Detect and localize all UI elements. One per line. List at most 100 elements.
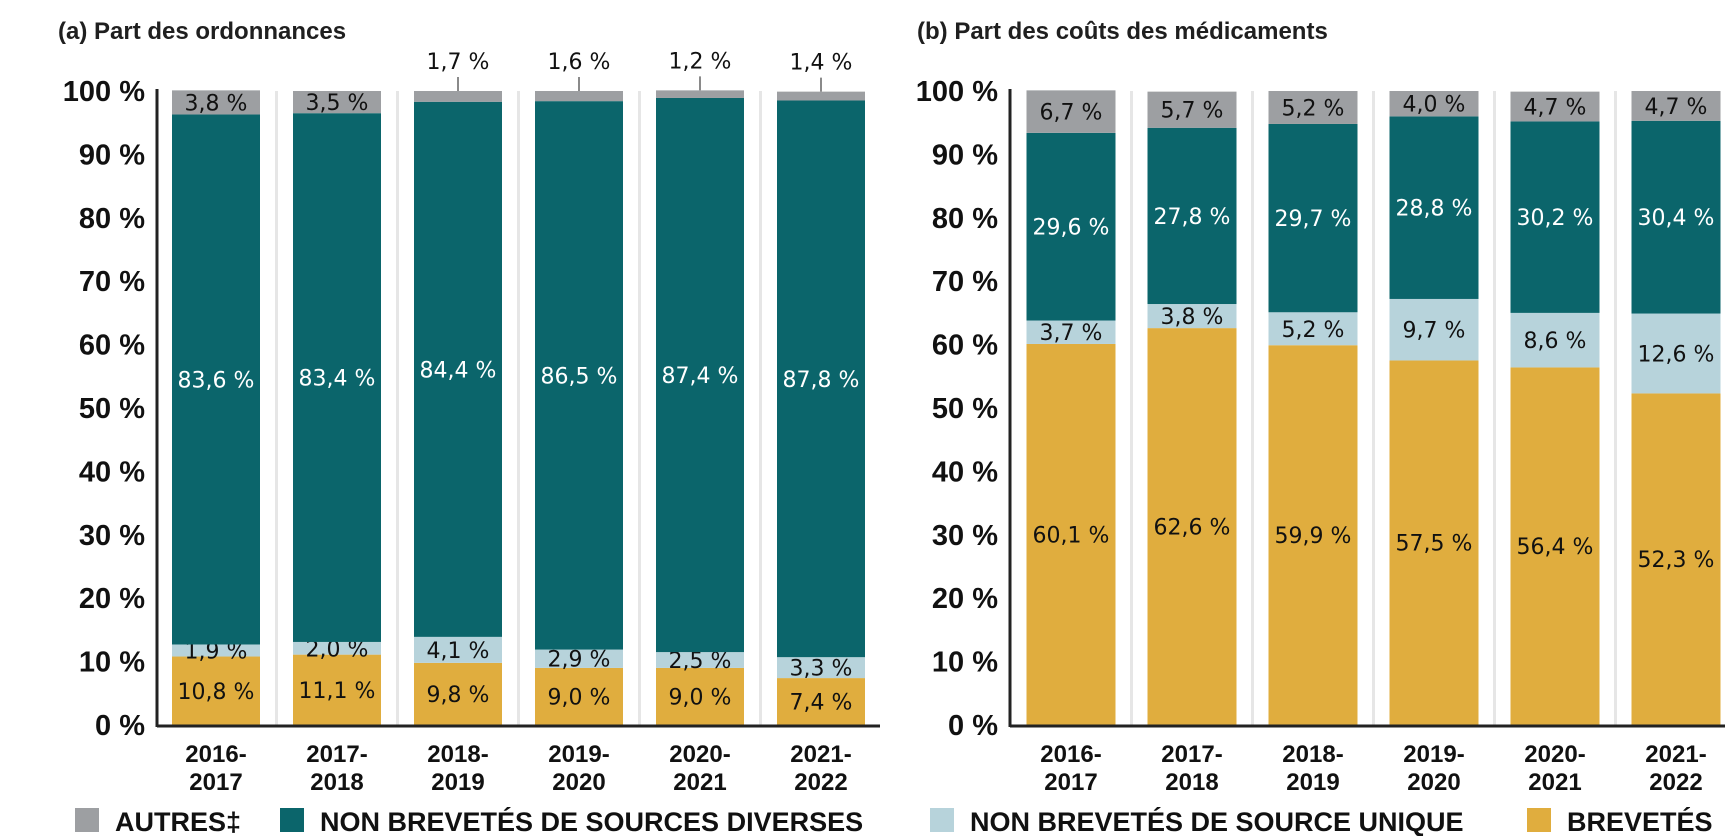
bar-diverses-1 [1147, 127, 1237, 305]
bar-unique-4 [1510, 312, 1600, 368]
bar-brevetes-5 [777, 678, 865, 725]
data-label: 4,0 % [1403, 93, 1466, 118]
legend-label-unique: NON BREVETÉS DE SOURCE UNIQUE [970, 806, 1464, 836]
bar-brevetes-3 [1389, 360, 1479, 725]
data-label: 9,0 % [669, 685, 732, 710]
bar-autres-3 [535, 91, 623, 102]
data-label: 8,6 % [1524, 329, 1587, 354]
x-tick-label: 2017- [306, 741, 367, 768]
bar-brevetes-3 [535, 667, 623, 725]
bar-autres-2 [1268, 91, 1358, 124]
bar-diverses-5 [1631, 120, 1721, 314]
y-tick-label: 90 % [932, 139, 998, 171]
x-tick-label: 2022 [794, 769, 847, 796]
bar-diverses-5 [777, 100, 865, 658]
data-label: 2,9 % [548, 648, 611, 673]
data-label: 5,7 % [1161, 99, 1224, 124]
bar-diverses-1 [293, 113, 381, 642]
x-tick-label: 2019 [1286, 769, 1339, 796]
bar-unique-3 [535, 649, 623, 668]
bar-diverses-4 [1510, 121, 1600, 313]
data-label: 1,4 % [790, 51, 853, 76]
data-label: 5,2 % [1282, 318, 1345, 343]
y-tick-label: 0 % [948, 710, 998, 742]
x-tick-label: 2021 [673, 769, 726, 796]
x-tick-label: 2020 [552, 769, 605, 796]
bar-diverses-4 [656, 97, 744, 653]
legend-label-autres: AUTRES‡ [115, 807, 241, 836]
bar-autres-5 [777, 91, 865, 101]
x-tick-label: 2021- [790, 741, 851, 768]
bar-unique-3 [1389, 298, 1479, 361]
data-label: 30,2 % [1517, 206, 1594, 231]
bar-brevetes-4 [1510, 367, 1600, 725]
data-label: 87,8 % [783, 368, 860, 393]
bar-brevetes-1 [1147, 328, 1237, 725]
x-tick-label: 2021 [1528, 769, 1581, 796]
bar-unique-0 [172, 644, 260, 657]
x-tick-label: 2019 [431, 769, 484, 796]
x-tick-label: 2018- [1282, 741, 1343, 768]
bar-unique-5 [1631, 313, 1721, 394]
y-tick-label: 100 % [916, 76, 998, 108]
data-label: 10,8 % [178, 680, 255, 705]
x-tick-label: 2022 [1649, 769, 1702, 796]
bar-diverses-2 [414, 101, 502, 637]
bar-unique-0 [1026, 320, 1116, 344]
x-tick-label: 2020- [669, 741, 730, 768]
data-label: 29,7 % [1275, 207, 1352, 232]
x-tick-label: 2016- [185, 741, 246, 768]
data-label: 57,5 % [1396, 532, 1473, 557]
bar-brevetes-2 [414, 662, 502, 725]
y-tick-label: 40 % [79, 456, 145, 488]
data-label: 7,4 % [790, 691, 853, 716]
chart-title-prescriptions: (a) Part des ordonnances [58, 18, 346, 45]
bar-brevetes-2 [1268, 345, 1358, 725]
data-label: 83,6 % [178, 368, 255, 393]
bar-brevetes-0 [1026, 343, 1116, 725]
legend-swatch-autres [75, 808, 99, 832]
data-label: 11,1 % [299, 679, 376, 704]
data-label: 52,3 % [1638, 548, 1715, 573]
bar-unique-5 [777, 657, 865, 679]
bar-brevetes-4 [656, 667, 744, 725]
data-label: 3,5 % [306, 91, 369, 116]
legend-swatch-diverses [280, 808, 304, 832]
data-label: 60,1 % [1033, 523, 1110, 548]
bar-autres-3 [1389, 91, 1479, 117]
data-label: 5,2 % [1282, 96, 1345, 121]
data-label: 3,3 % [790, 657, 853, 682]
bar-brevetes-5 [1631, 393, 1721, 725]
legend-label-diverses: NON BREVETÉS DE SOURCES DIVERSES [320, 806, 863, 836]
x-tick-label: 2018- [427, 741, 488, 768]
data-label: 27,8 % [1154, 205, 1231, 230]
bar-unique-1 [1147, 304, 1237, 329]
y-tick-label: 60 % [79, 330, 145, 362]
legend: AUTRES‡ NON BREVETÉS DE SOURCES DIVERSES N… [75, 806, 1713, 836]
bar-unique-4 [656, 652, 744, 668]
data-label: 9,7 % [1403, 319, 1466, 344]
y-tick-label: 100 % [63, 76, 145, 108]
bar-autres-0 [1026, 90, 1116, 133]
x-tick-label: 2017 [189, 769, 242, 796]
y-tick-label: 10 % [932, 647, 998, 679]
bar-brevetes-0 [172, 656, 260, 725]
y-tick-label: 50 % [932, 393, 998, 425]
x-tick-label: 2016- [1040, 741, 1101, 768]
panel-prescriptions: (a) Part des ordonnances 0 % 10 % 20 % 30 %… [58, 18, 880, 796]
bar-autres-1 [293, 91, 381, 114]
data-label: 87,4 % [662, 364, 739, 389]
data-label: 28,8 % [1396, 197, 1473, 222]
data-label: 83,4 % [299, 367, 376, 392]
data-label: 29,6 % [1033, 216, 1110, 241]
bar-autres-0 [172, 90, 260, 115]
data-label: 1,7 % [427, 50, 490, 75]
data-label: 56,4 % [1517, 535, 1594, 560]
y-tick-label: 80 % [932, 203, 998, 235]
bar-diverses-3 [535, 101, 623, 650]
y-tick-label: 10 % [79, 647, 145, 679]
legend-swatch-brevetes [1527, 808, 1551, 832]
y-tick-label: 30 % [79, 520, 145, 552]
y-tick-label: 0 % [95, 710, 145, 742]
